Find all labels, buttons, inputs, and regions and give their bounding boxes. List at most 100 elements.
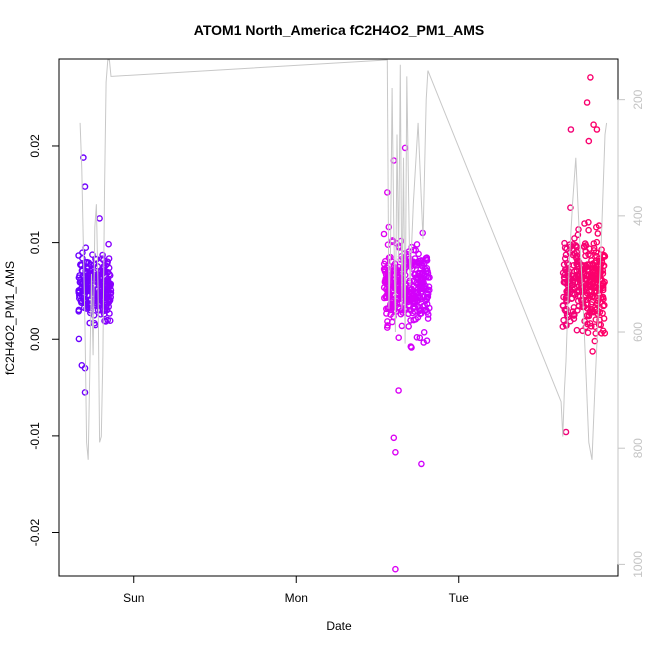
data-point bbox=[575, 226, 582, 233]
plot-frame bbox=[58, 58, 619, 577]
data-point bbox=[75, 335, 83, 343]
data-point bbox=[410, 283, 417, 290]
data-point bbox=[405, 323, 413, 330]
data-point bbox=[567, 204, 574, 211]
series-layer bbox=[75, 74, 609, 573]
data-point-outlier bbox=[96, 215, 103, 222]
y-tick-label: -0.02 bbox=[28, 519, 42, 547]
data-point bbox=[76, 292, 83, 300]
data-point bbox=[395, 334, 403, 342]
data-point bbox=[586, 277, 593, 285]
data-point-outlier bbox=[80, 154, 87, 161]
data-point bbox=[381, 257, 389, 265]
data-point bbox=[563, 279, 570, 287]
data-point bbox=[588, 322, 595, 330]
y2-tick-label: 200 bbox=[631, 89, 645, 109]
data-point-outlier bbox=[392, 448, 399, 456]
data-point bbox=[585, 226, 592, 234]
data-point bbox=[598, 246, 605, 253]
data-point bbox=[105, 240, 112, 248]
data-point bbox=[581, 317, 588, 325]
series-cluster-2 bbox=[380, 144, 433, 573]
data-point bbox=[576, 277, 584, 285]
data-point bbox=[595, 321, 603, 328]
data-point bbox=[563, 322, 570, 329]
y-tick-label: -0.01 bbox=[28, 422, 42, 450]
data-point bbox=[559, 269, 567, 277]
data-point bbox=[570, 261, 577, 269]
data-point bbox=[100, 310, 108, 318]
data-point-outlier bbox=[383, 189, 391, 196]
data-point bbox=[389, 237, 396, 244]
data-point bbox=[89, 251, 96, 258]
data-point bbox=[105, 289, 112, 297]
data-point bbox=[413, 333, 421, 341]
data-point bbox=[423, 272, 430, 280]
data-point bbox=[416, 294, 424, 302]
data-point bbox=[98, 292, 106, 299]
data-point-outlier bbox=[587, 74, 594, 81]
data-point bbox=[599, 284, 607, 292]
data-point bbox=[423, 264, 431, 272]
data-point bbox=[412, 270, 419, 278]
data-point bbox=[420, 279, 427, 287]
data-point-outlier bbox=[395, 387, 402, 394]
data-point bbox=[581, 220, 588, 227]
data-point bbox=[563, 293, 571, 301]
data-point bbox=[574, 231, 582, 239]
data-point-outlier bbox=[583, 99, 591, 106]
data-point bbox=[79, 254, 86, 262]
data-point bbox=[402, 298, 410, 305]
data-point bbox=[563, 297, 571, 305]
data-point bbox=[585, 218, 592, 226]
data-point bbox=[101, 299, 109, 307]
data-point bbox=[78, 283, 86, 290]
data-point bbox=[600, 302, 607, 310]
data-point-outlier bbox=[401, 144, 409, 152]
data-point-outlier bbox=[81, 389, 89, 396]
data-point bbox=[571, 291, 578, 299]
data-point bbox=[82, 244, 90, 251]
data-point bbox=[581, 240, 589, 247]
data-point bbox=[412, 247, 420, 254]
data-point bbox=[425, 283, 433, 291]
data-point bbox=[585, 250, 592, 258]
data-point bbox=[571, 235, 578, 242]
data-point bbox=[92, 255, 99, 263]
data-point bbox=[383, 324, 391, 331]
x-tick-label: Sun bbox=[123, 591, 144, 605]
data-point bbox=[424, 286, 432, 294]
data-point bbox=[564, 313, 572, 321]
y2-tick-label: 400 bbox=[631, 206, 645, 226]
data-point bbox=[583, 312, 591, 319]
data-point bbox=[425, 304, 433, 312]
data-point bbox=[82, 284, 90, 292]
data-point bbox=[599, 286, 607, 294]
data-point bbox=[79, 249, 86, 256]
data-point bbox=[561, 244, 569, 252]
data-point bbox=[574, 306, 581, 314]
axes-layer: -0.02 -0.01 0.00 0.01 0.02 Sun Mon Tue 200 400 600… bbox=[28, 89, 645, 605]
data-point bbox=[412, 315, 420, 323]
data-point-outlier bbox=[390, 434, 398, 442]
data-point-outlier bbox=[562, 428, 570, 436]
data-point bbox=[579, 327, 586, 335]
data-point bbox=[104, 258, 111, 266]
data-point bbox=[601, 278, 608, 286]
data-point bbox=[424, 315, 432, 322]
data-point bbox=[570, 310, 578, 318]
data-point bbox=[592, 276, 600, 284]
data-point bbox=[424, 274, 432, 281]
data-point bbox=[383, 264, 390, 271]
y2-tick-label: 800 bbox=[631, 438, 645, 458]
data-point-outlier bbox=[418, 460, 425, 468]
data-point bbox=[407, 343, 415, 350]
data-point bbox=[593, 238, 601, 246]
data-point bbox=[381, 277, 389, 285]
data-point-outlier bbox=[392, 565, 399, 573]
altitude-line-layer bbox=[79, 59, 608, 460]
data-point-outlier bbox=[81, 183, 89, 190]
data-point bbox=[420, 339, 428, 346]
data-point bbox=[588, 273, 596, 280]
y-tick-label: 0.02 bbox=[28, 134, 42, 158]
